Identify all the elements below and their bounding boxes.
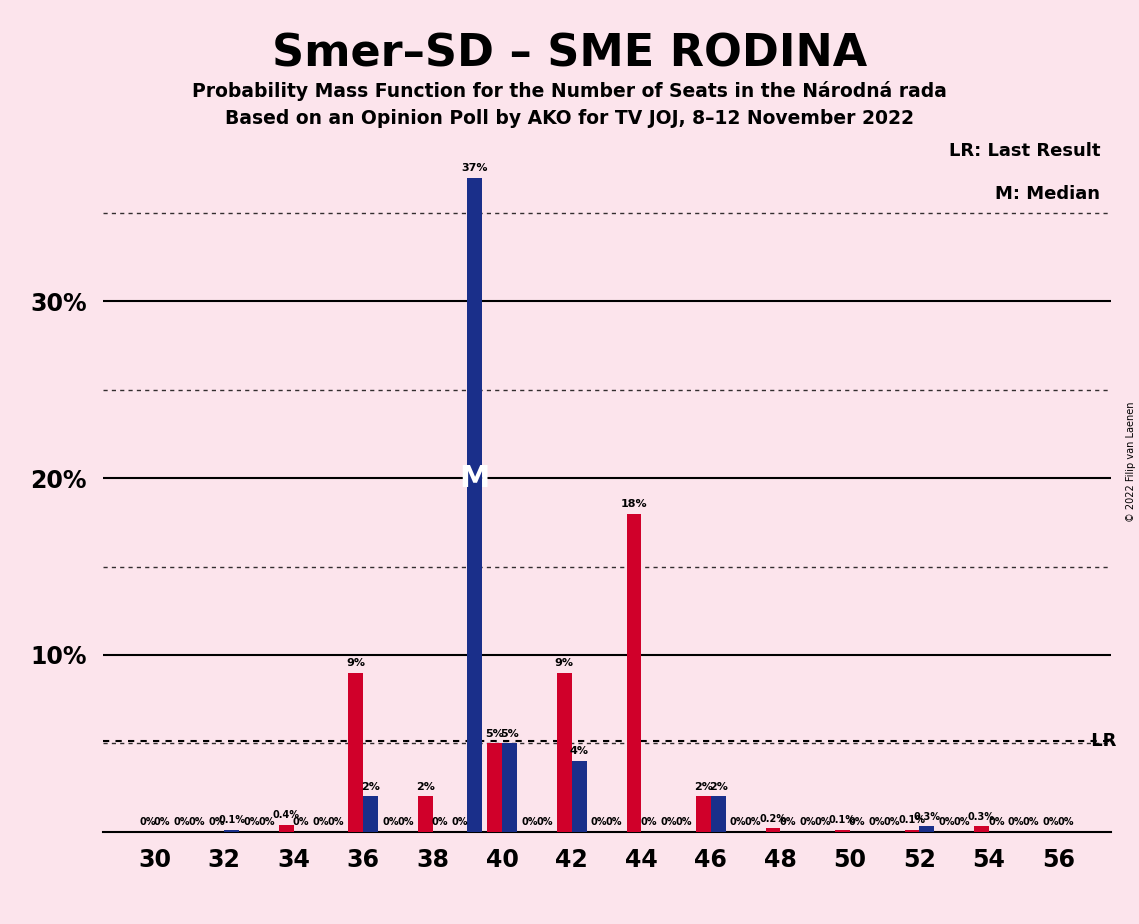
Text: M: M [460, 464, 490, 493]
Text: 0%: 0% [1042, 817, 1059, 827]
Text: 0%: 0% [522, 817, 538, 827]
Text: 0.1%: 0.1% [899, 815, 926, 825]
Text: 0%: 0% [606, 817, 622, 827]
Text: 0.3%: 0.3% [913, 812, 940, 821]
Text: 0.3%: 0.3% [968, 812, 995, 821]
Bar [279, 824, 294, 832]
Text: Probability Mass Function for the Number of Seats in the Národná rada: Probability Mass Function for the Number… [192, 81, 947, 102]
Text: 0%: 0% [745, 817, 761, 827]
Text: 0%: 0% [661, 817, 677, 827]
Bar [418, 796, 433, 832]
Text: 0%: 0% [988, 817, 1005, 827]
Text: 0%: 0% [1023, 817, 1039, 827]
Bar [349, 673, 363, 832]
Bar [835, 830, 850, 832]
Text: 18%: 18% [621, 499, 647, 509]
Bar [467, 177, 482, 832]
Text: © 2022 Filip van Laenen: © 2022 Filip van Laenen [1126, 402, 1136, 522]
Text: 2%: 2% [708, 782, 728, 792]
Text: 0%: 0% [1008, 817, 1024, 827]
Bar [919, 826, 934, 832]
Text: 0%: 0% [779, 817, 796, 827]
Bar [696, 796, 711, 832]
Text: 0%: 0% [432, 817, 449, 827]
Text: 0%: 0% [154, 817, 171, 827]
Text: 0%: 0% [536, 817, 552, 827]
Text: 0%: 0% [939, 817, 954, 827]
Bar [974, 826, 989, 832]
Text: 0%: 0% [189, 817, 205, 827]
Bar [765, 828, 780, 832]
Bar [572, 761, 587, 832]
Bar [557, 673, 572, 832]
Text: M: Median: M: Median [995, 185, 1100, 203]
Text: 0%: 0% [640, 817, 657, 827]
Text: 0%: 0% [452, 817, 468, 827]
Text: 37%: 37% [461, 164, 489, 174]
Text: 0%: 0% [675, 817, 691, 827]
Bar [626, 514, 641, 832]
Text: 0%: 0% [174, 817, 190, 827]
Text: 0%: 0% [259, 817, 274, 827]
Text: 0%: 0% [1057, 817, 1074, 827]
Text: 0%: 0% [398, 817, 413, 827]
Text: 0%: 0% [383, 817, 399, 827]
Text: LR: LR [1085, 733, 1116, 750]
Bar [224, 830, 239, 832]
Text: 2%: 2% [361, 782, 380, 792]
Text: 2%: 2% [416, 782, 435, 792]
Text: 0%: 0% [884, 817, 900, 827]
Text: 9%: 9% [346, 658, 366, 668]
Bar [487, 743, 502, 832]
Bar [363, 796, 378, 832]
Text: 0.1%: 0.1% [218, 815, 245, 825]
Text: 0%: 0% [849, 817, 866, 827]
Bar [502, 743, 517, 832]
Text: 0%: 0% [869, 817, 885, 827]
Text: 2%: 2% [694, 782, 713, 792]
Text: 5%: 5% [500, 729, 519, 739]
Text: 0%: 0% [328, 817, 344, 827]
Text: 0%: 0% [208, 817, 226, 827]
Bar [711, 796, 726, 832]
Text: 0.1%: 0.1% [829, 815, 855, 825]
Text: 5%: 5% [485, 729, 505, 739]
Text: 0.2%: 0.2% [760, 814, 786, 823]
Text: 0.4%: 0.4% [273, 810, 300, 821]
Bar [904, 830, 919, 832]
Text: 0%: 0% [953, 817, 969, 827]
Text: Based on an Opinion Poll by AKO for TV JOJ, 8–12 November 2022: Based on an Opinion Poll by AKO for TV J… [226, 109, 913, 128]
Text: 0%: 0% [313, 817, 329, 827]
Text: Smer–SD – SME RODINA: Smer–SD – SME RODINA [272, 32, 867, 76]
Text: 0%: 0% [591, 817, 607, 827]
Text: 0%: 0% [800, 817, 816, 827]
Text: 0%: 0% [814, 817, 830, 827]
Text: 0%: 0% [139, 817, 156, 827]
Text: 9%: 9% [555, 658, 574, 668]
Text: 0%: 0% [293, 817, 310, 827]
Text: 4%: 4% [570, 747, 589, 757]
Text: LR: Last Result: LR: Last Result [949, 142, 1100, 161]
Text: 0%: 0% [244, 817, 260, 827]
Text: 0%: 0% [730, 817, 746, 827]
